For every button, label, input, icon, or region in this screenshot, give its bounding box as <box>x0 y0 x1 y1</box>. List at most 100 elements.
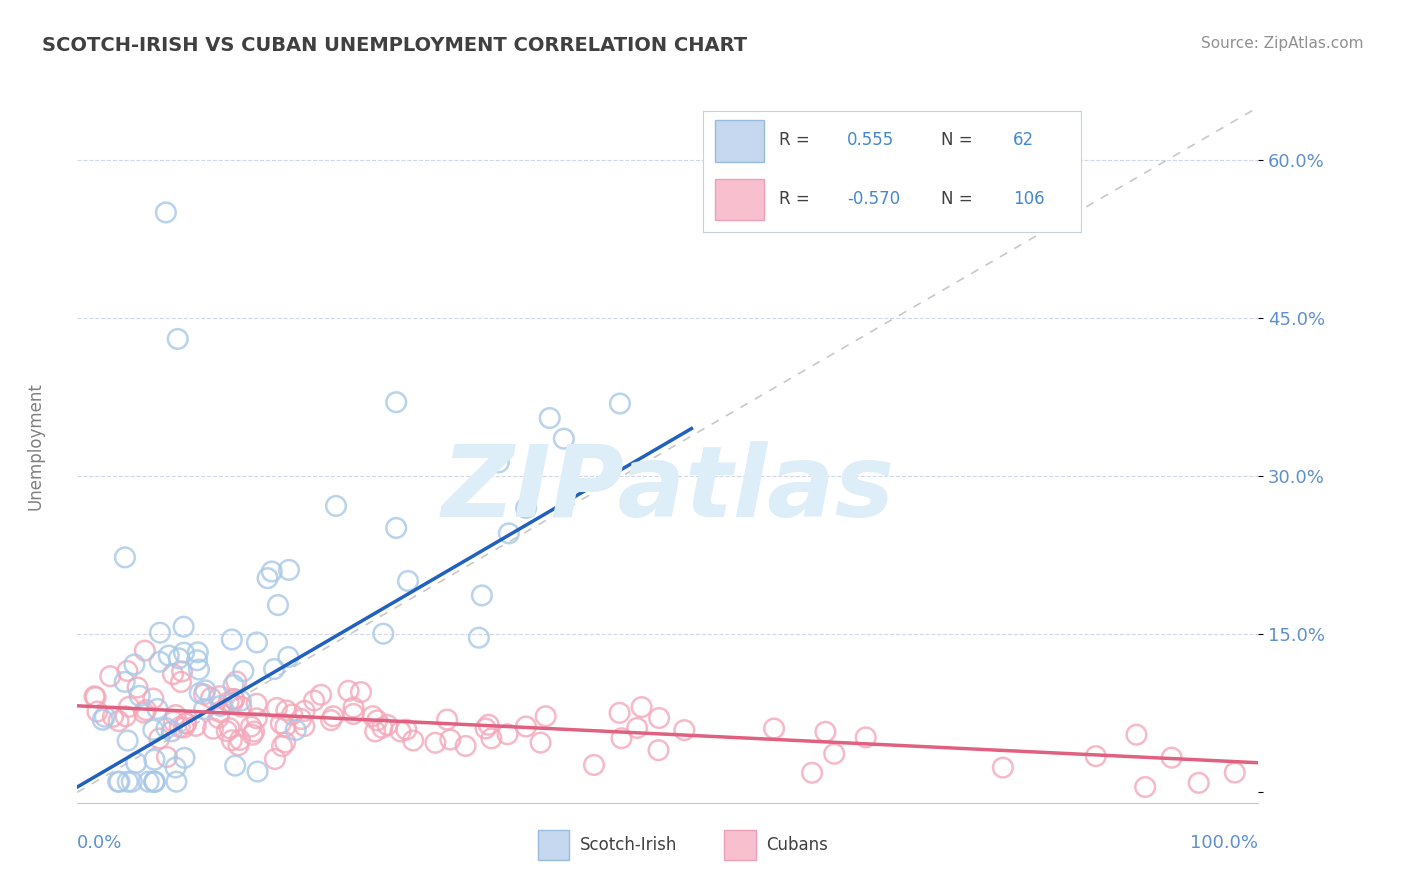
Point <box>396 574 419 588</box>
Point <box>202 722 225 736</box>
Point <box>128 689 150 703</box>
Point <box>215 724 238 739</box>
Point <box>325 499 347 513</box>
Point <box>243 724 266 739</box>
Point <box>610 731 633 746</box>
Point <box>91 713 114 727</box>
Point <box>173 751 195 765</box>
Point <box>260 565 283 579</box>
Point <box>107 774 129 789</box>
Point <box>361 709 384 723</box>
Point <box>218 721 240 735</box>
Point <box>98 669 121 683</box>
Point <box>155 205 177 219</box>
Point <box>342 700 364 714</box>
Point <box>138 774 160 789</box>
Point <box>385 395 408 409</box>
FancyBboxPatch shape <box>537 830 569 860</box>
Text: Scotch-Irish: Scotch-Irish <box>581 836 678 855</box>
Point <box>124 657 146 672</box>
Point <box>143 774 166 789</box>
Point <box>173 721 195 735</box>
Point <box>488 455 510 469</box>
Point <box>167 651 190 665</box>
Point <box>208 705 231 719</box>
Point <box>149 655 172 669</box>
Point <box>207 711 229 725</box>
Point <box>221 696 243 710</box>
Point <box>118 699 141 714</box>
Point <box>186 653 208 667</box>
Point <box>86 705 108 719</box>
Point <box>188 663 211 677</box>
Point <box>1125 728 1147 742</box>
Point <box>221 733 243 747</box>
Point <box>371 721 394 735</box>
Point <box>146 702 169 716</box>
Point <box>242 728 264 742</box>
Point <box>114 550 136 565</box>
Point <box>538 411 561 425</box>
Point <box>1084 749 1107 764</box>
Point <box>121 774 143 789</box>
Text: 0.0%: 0.0% <box>77 834 122 852</box>
Point <box>534 709 557 723</box>
Point <box>515 500 537 515</box>
Point <box>425 736 447 750</box>
Point <box>474 722 496 736</box>
Point <box>114 709 136 723</box>
Point <box>132 706 155 720</box>
Point <box>174 716 197 731</box>
Point <box>801 765 824 780</box>
Point <box>222 678 245 692</box>
Point <box>163 714 186 729</box>
Point <box>337 683 360 698</box>
Point <box>193 687 215 701</box>
Point <box>134 643 156 657</box>
Point <box>284 723 307 737</box>
Point <box>496 727 519 741</box>
Point <box>342 706 364 721</box>
Point <box>609 396 631 410</box>
Point <box>229 732 252 747</box>
Point <box>276 703 298 717</box>
Point <box>395 723 418 737</box>
Point <box>1133 780 1156 794</box>
Point <box>515 719 537 733</box>
Point <box>127 681 149 695</box>
Point <box>389 724 412 739</box>
Point <box>364 724 387 739</box>
Point <box>142 691 165 706</box>
Point <box>231 699 253 714</box>
Point <box>274 720 297 734</box>
Point <box>823 747 845 761</box>
Point <box>114 674 136 689</box>
Point <box>1160 750 1182 764</box>
Point <box>479 731 502 746</box>
Point <box>101 710 124 724</box>
Point <box>174 716 197 731</box>
Point <box>209 698 232 713</box>
Point <box>143 774 166 789</box>
Point <box>855 731 877 745</box>
Text: Unemployment: Unemployment <box>27 382 44 510</box>
Point <box>294 704 316 718</box>
Text: ZIPatlas: ZIPatlas <box>441 442 894 538</box>
Point <box>1223 765 1246 780</box>
Point <box>468 631 491 645</box>
Point <box>194 683 217 698</box>
Point <box>264 752 287 766</box>
Point <box>173 646 195 660</box>
Point <box>173 620 195 634</box>
Point <box>221 632 243 647</box>
Point <box>117 733 139 747</box>
Point <box>267 598 290 612</box>
Point <box>439 732 461 747</box>
FancyBboxPatch shape <box>724 830 756 860</box>
Point <box>673 723 696 738</box>
Point <box>228 738 250 752</box>
Point <box>149 625 172 640</box>
Point <box>582 758 605 772</box>
Point <box>1188 776 1211 790</box>
Text: 100.0%: 100.0% <box>1191 834 1258 852</box>
